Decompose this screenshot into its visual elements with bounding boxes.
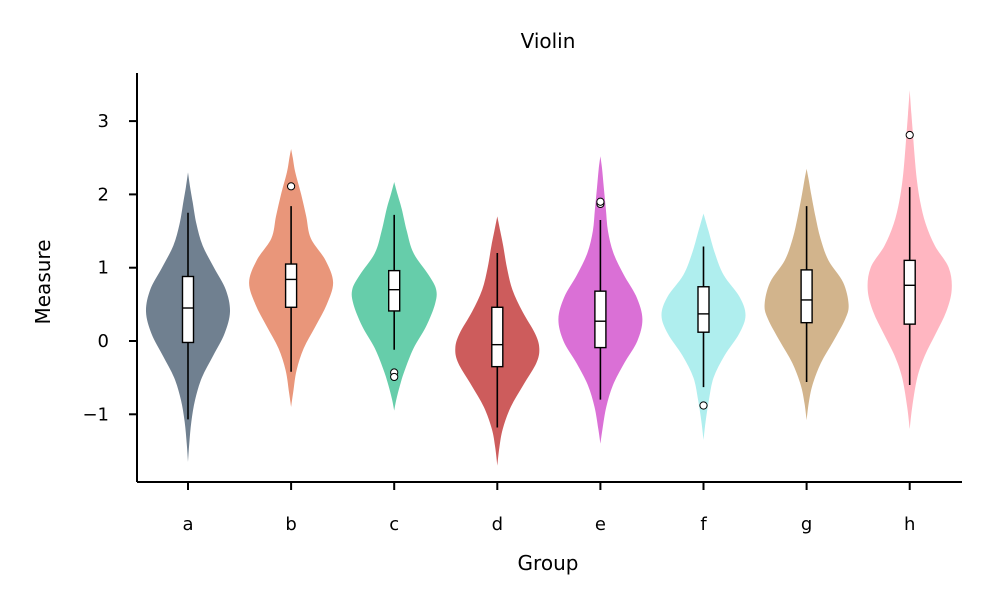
x-tick-label: b	[285, 514, 296, 535]
violins-layer	[145, 90, 952, 466]
x-tick-label: h	[904, 514, 915, 535]
x-tick-label: f	[700, 514, 707, 535]
box-c	[388, 269, 401, 312]
chart-title: Violin	[521, 29, 576, 53]
x-axis-title: Group	[518, 551, 579, 575]
x-ticks: a b c d e f g h	[182, 482, 915, 535]
box-f	[697, 286, 710, 333]
y-ticks: −1 0 1 2 3	[82, 111, 137, 425]
boxes-layer	[181, 130, 916, 428]
y-tick-label: 2	[98, 184, 109, 205]
box-h	[903, 259, 916, 325]
y-tick-label: −1	[82, 404, 109, 425]
y-axis-title: Measure	[31, 240, 55, 325]
y-tick-label: 1	[98, 258, 109, 279]
box-e	[594, 290, 607, 349]
box-a	[181, 275, 195, 344]
x-tick-label: e	[595, 514, 606, 535]
x-tick-label: d	[492, 514, 503, 535]
outlier-b-0	[287, 182, 296, 191]
x-tick-label: g	[801, 514, 812, 535]
box-g	[800, 269, 813, 324]
x-tick-label: c	[389, 514, 399, 535]
y-tick-label: 3	[98, 111, 109, 132]
box-d	[491, 306, 504, 368]
outlier-e-1	[596, 197, 605, 206]
box-b	[284, 263, 298, 308]
outlier-h-0	[905, 130, 914, 140]
outlier-c-1	[390, 372, 399, 382]
y-tick-label: 0	[98, 331, 109, 352]
x-tick-label: a	[182, 514, 193, 535]
outlier-f-0	[699, 401, 708, 410]
